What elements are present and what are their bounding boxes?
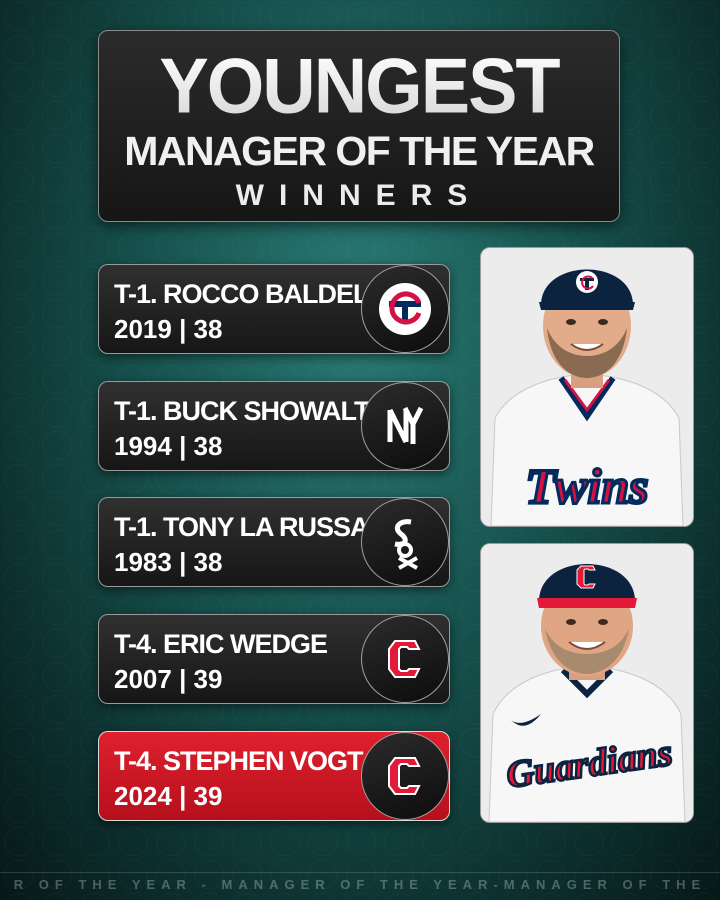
- entry-row-2: T-1. BUCK SHOWALTER 1994 | 38: [98, 381, 450, 471]
- entry-name: T-4. ERIC WEDGE: [114, 629, 328, 659]
- twins-tc-logo-icon: [361, 265, 449, 353]
- entry-name: T-1. TONY LA RUSSA: [114, 512, 370, 542]
- entry-row-1: T-1. ROCCO BALDELLI 2019 | 38: [98, 264, 450, 354]
- entry-name: T-1. BUCK SHOWALTER: [114, 396, 406, 426]
- entry-name: T-4. STEPHEN VOGT: [114, 746, 364, 776]
- manager-photo-twins: Twins: [480, 247, 694, 527]
- jersey-script: Twins: [525, 458, 648, 514]
- entry-row-4: T-4. ERIC WEDGE 2007 | 39: [98, 614, 450, 704]
- manager-photo-guardians: Guardians: [480, 543, 694, 823]
- whitesox-sox-logo-icon: [361, 498, 449, 586]
- entry-year-age: 1983 | 38: [114, 547, 223, 577]
- cleveland-c-logo-icon: [361, 615, 449, 703]
- title-line-manager: MANAGER OF THE YEAR: [124, 128, 595, 174]
- title-panel: YOUNGEST MANAGER OF THE YEAR WINNERS: [98, 30, 620, 222]
- entry-year-age: 2019 | 38: [114, 314, 223, 344]
- entry-year-age: 1994 | 38: [114, 431, 223, 461]
- entry-year-age: 2007 | 39: [114, 664, 223, 694]
- title-line-winners: WINNERS: [235, 179, 483, 212]
- cleveland-c-logo-icon: [361, 732, 449, 820]
- entry-year-age: 2024 | 39: [114, 781, 223, 811]
- entry-row-3: T-1. TONY LA RUSSA 1983 | 38: [98, 497, 450, 587]
- yankees-ny-logo-icon: [361, 382, 449, 470]
- title-line-youngest: YOUNGEST: [99, 47, 619, 125]
- entry-row-5-highlighted: T-4. STEPHEN VOGT 2024 | 39: [98, 731, 450, 821]
- entry-name: T-1. ROCCO BALDELLI: [114, 279, 391, 309]
- footer-ticker: R OF THE YEAR - MANAGER OF THE YEAR-MANA…: [0, 872, 720, 899]
